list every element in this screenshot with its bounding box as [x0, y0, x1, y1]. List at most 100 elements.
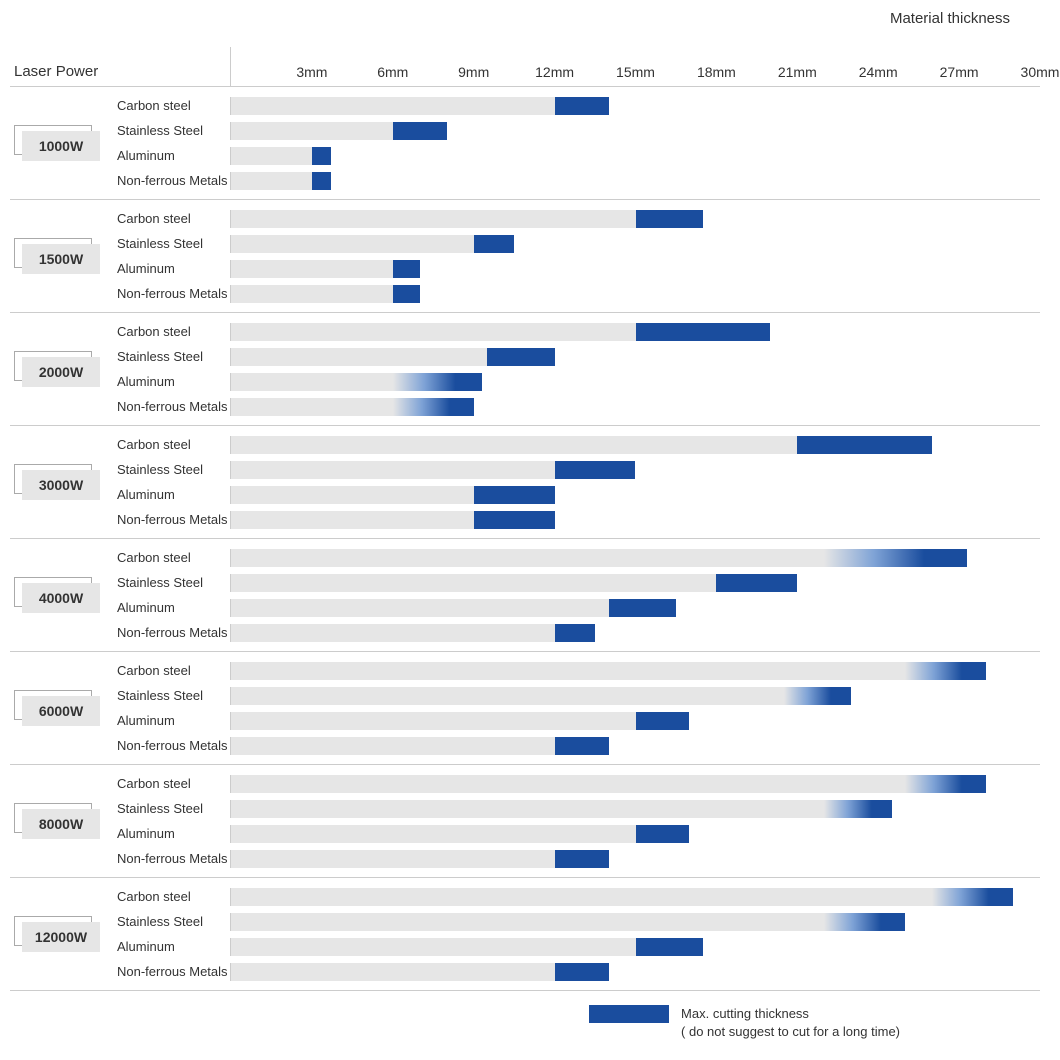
material-row: Aluminum	[115, 256, 1040, 281]
power-badge: 12000W	[14, 916, 100, 952]
power-label-col: 2000W	[10, 313, 115, 425]
bar-max	[555, 850, 609, 868]
material-row: Stainless Steel	[115, 344, 1040, 369]
legend-line1: Max. cutting thickness	[681, 1005, 900, 1023]
bar-max	[555, 963, 609, 981]
power-badge: 2000W	[14, 351, 100, 387]
materials-col: Carbon steelStainless SteelAluminumNon-f…	[115, 313, 1040, 425]
x-tick-label: 27mm	[940, 64, 979, 80]
bar-base	[231, 662, 905, 680]
material-row: Non-ferrous Metals	[115, 846, 1040, 871]
material-name: Aluminum	[115, 261, 230, 276]
bar-track	[230, 549, 1040, 567]
material-row: Non-ferrous Metals	[115, 507, 1040, 532]
material-name: Aluminum	[115, 713, 230, 728]
bar-base	[231, 97, 555, 115]
bar-track	[230, 97, 1040, 115]
power-label-col: 3000W	[10, 426, 115, 538]
bar-max	[393, 122, 447, 140]
power-group: 6000WCarbon steelStainless SteelAluminum…	[10, 652, 1040, 765]
materials-col: Carbon steelStainless SteelAluminumNon-f…	[115, 652, 1040, 764]
power-group: 3000WCarbon steelStainless SteelAluminum…	[10, 426, 1040, 539]
material-name: Non-ferrous Metals	[115, 964, 230, 979]
material-row: Carbon steel	[115, 206, 1040, 231]
bar-max	[555, 737, 609, 755]
bar-track	[230, 398, 1040, 416]
bar-track	[230, 662, 1040, 680]
bar-max	[312, 172, 331, 190]
power-group: 12000W Carbon steel Stainless Steel Aluminu…	[10, 878, 1040, 991]
bar-track	[230, 800, 1040, 818]
bar-base	[231, 348, 487, 366]
bar-base	[231, 963, 555, 981]
materials-col: Carbon steel Stainless Steel Aluminum Non-f…	[115, 878, 1040, 990]
bar-track	[230, 850, 1040, 868]
material-row: Carbon steel	[115, 545, 1040, 570]
power-label-col: 8000W	[10, 765, 115, 877]
bar-track	[230, 373, 1040, 391]
material-row: Stainless Steel	[115, 683, 1040, 708]
bar-max	[487, 348, 554, 366]
bar-track	[230, 913, 1040, 931]
chart-title: Material thickness	[10, 10, 1010, 27]
bar-max	[555, 97, 609, 115]
x-tick-label: 24mm	[859, 64, 898, 80]
material-name: Aluminum	[115, 939, 230, 954]
bar-max	[393, 285, 420, 303]
bar-max	[797, 436, 932, 454]
bar-base	[231, 486, 474, 504]
bar-base	[231, 800, 824, 818]
material-name: Carbon steel	[115, 211, 230, 226]
power-badge: 3000W	[14, 464, 100, 500]
bar-track	[230, 285, 1040, 303]
material-row: Aluminum	[115, 143, 1040, 168]
materials-col: Carbon steelStainless SteelAluminumNon-f…	[115, 539, 1040, 651]
x-tick-label: 21mm	[778, 64, 817, 80]
bar-base	[231, 938, 636, 956]
power-badge-label: 6000W	[22, 696, 100, 726]
materials-col: Carbon steel Stainless Steel AluminumNon-f…	[115, 765, 1040, 877]
material-name: Carbon steel	[115, 889, 230, 904]
bar-track	[230, 624, 1040, 642]
material-name: Carbon steel	[115, 776, 230, 791]
power-label-col: 1500W	[10, 200, 115, 312]
x-tick-label: 12mm	[535, 64, 574, 80]
bar-max	[824, 913, 905, 931]
material-name: Stainless Steel	[115, 801, 230, 816]
x-tick-label: 6mm	[377, 64, 408, 80]
material-row: Aluminum	[115, 821, 1040, 846]
bar-base	[231, 373, 393, 391]
bar-track	[230, 888, 1040, 906]
bar-track	[230, 323, 1040, 341]
material-name: Aluminum	[115, 487, 230, 502]
material-name: Non-ferrous Metals	[115, 399, 230, 414]
bar-base	[231, 323, 636, 341]
power-badge-label: 4000W	[22, 583, 100, 613]
material-name: Aluminum	[115, 600, 230, 615]
material-row: Aluminum	[115, 482, 1040, 507]
material-row: Stainless Steel	[115, 909, 1040, 934]
material-name: Non-ferrous Metals	[115, 625, 230, 640]
power-badge-label: 1500W	[22, 244, 100, 274]
bar-max	[609, 599, 676, 617]
power-group: 2000WCarbon steelStainless SteelAluminum…	[10, 313, 1040, 426]
material-name: Stainless Steel	[115, 462, 230, 477]
bar-max	[716, 574, 797, 592]
bar-base	[231, 285, 393, 303]
material-name: Stainless Steel	[115, 236, 230, 251]
material-name: Aluminum	[115, 148, 230, 163]
bar-track	[230, 687, 1040, 705]
bar-base	[231, 122, 393, 140]
bar-base	[231, 599, 609, 617]
bar-track	[230, 938, 1040, 956]
material-row: Stainless Steel	[115, 231, 1040, 256]
chart-body: 1000WCarbon steelStainless SteelAluminum…	[10, 87, 1040, 991]
bar-track	[230, 737, 1040, 755]
material-name: Non-ferrous Metals	[115, 173, 230, 188]
bar-track	[230, 147, 1040, 165]
bar-max	[474, 235, 514, 253]
bar-base	[231, 210, 636, 228]
bar-base	[231, 260, 393, 278]
material-name: Aluminum	[115, 374, 230, 389]
bar-track	[230, 235, 1040, 253]
